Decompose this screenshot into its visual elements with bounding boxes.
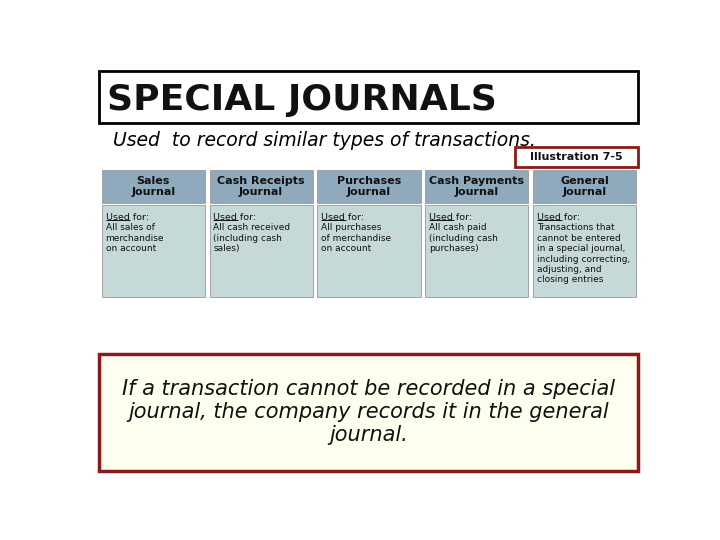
Bar xyxy=(102,205,205,298)
Bar xyxy=(318,205,420,298)
Text: Used for:: Used for: xyxy=(213,213,256,222)
Text: Used for:: Used for: xyxy=(537,213,580,222)
Bar xyxy=(426,205,528,298)
Text: All cash received
(including cash
sales): All cash received (including cash sales) xyxy=(213,224,290,253)
Bar xyxy=(99,354,638,470)
Text: Purchases
Journal: Purchases Journal xyxy=(337,176,401,197)
Text: All cash paid
(including cash
purchases): All cash paid (including cash purchases) xyxy=(429,224,498,253)
Text: All purchases
of merchandise
on account: All purchases of merchandise on account xyxy=(321,224,392,253)
Text: Cash Receipts
Journal: Cash Receipts Journal xyxy=(217,176,305,197)
Bar xyxy=(533,170,636,204)
Text: Transactions that
cannot be entered
in a special journal,
including correcting,
: Transactions that cannot be entered in a… xyxy=(537,224,630,285)
Bar xyxy=(102,170,205,204)
Text: Used for:: Used for: xyxy=(106,213,148,222)
Text: Used  to record similar types of transactions.: Used to record similar types of transact… xyxy=(113,131,536,150)
Bar xyxy=(426,170,528,204)
Bar xyxy=(516,147,638,167)
Bar xyxy=(99,71,638,123)
Text: Used for:: Used for: xyxy=(429,213,472,222)
Bar xyxy=(533,205,636,298)
Text: Illustration 7-5: Illustration 7-5 xyxy=(531,152,623,162)
Bar xyxy=(210,170,312,204)
Text: General
Journal: General Journal xyxy=(560,176,609,197)
Text: Used for:: Used for: xyxy=(321,213,364,222)
Text: If a transaction cannot be recorded in a special
journal, the company records it: If a transaction cannot be recorded in a… xyxy=(122,379,616,446)
Text: Cash Payments
Journal: Cash Payments Journal xyxy=(429,176,524,197)
Text: All sales of
merchandise
on account: All sales of merchandise on account xyxy=(106,224,164,253)
Text: Sales
Journal: Sales Journal xyxy=(131,176,175,197)
Bar xyxy=(210,205,312,298)
Text: SPECIAL JOURNALS: SPECIAL JOURNALS xyxy=(107,83,497,117)
Bar xyxy=(318,170,420,204)
